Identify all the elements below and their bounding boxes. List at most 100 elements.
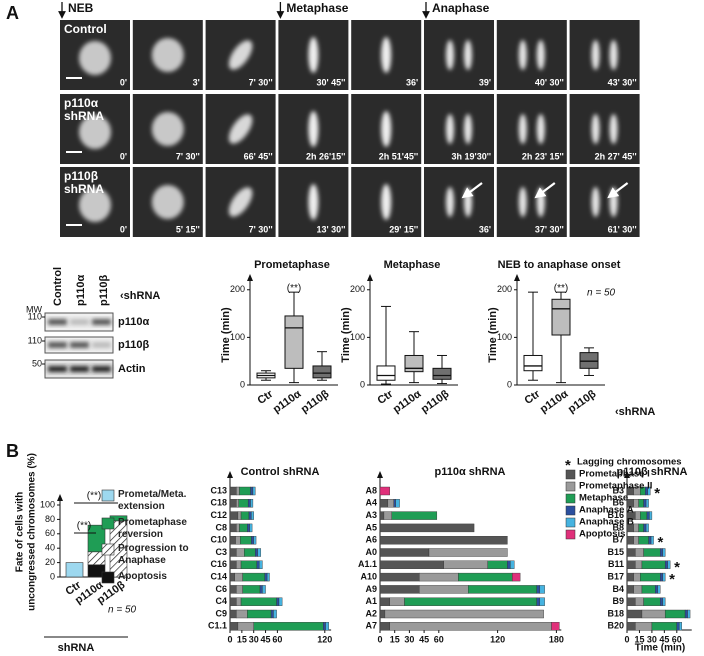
lagging-marker: * — [669, 571, 675, 588]
cell-chromatin — [536, 40, 545, 70]
cell-label: B16 — [607, 510, 624, 520]
x-tick-label: 0 — [377, 634, 382, 644]
legend-label: Apoptosis — [118, 571, 167, 582]
y-axis-label: uncongressed chromosomes (%) — [27, 453, 38, 611]
phase-segment — [468, 585, 538, 594]
phase-segment — [539, 597, 545, 606]
cell-label: B11 — [608, 559, 624, 569]
cell-chromatin — [228, 114, 253, 144]
phase-segment — [660, 597, 663, 606]
note: n = 50 — [587, 288, 616, 299]
cell-label: A8 — [365, 485, 377, 495]
phase-segment — [660, 572, 663, 582]
cell-label: C9 — [215, 608, 227, 618]
x-tick-label: 60 — [434, 634, 444, 644]
phase-segment — [242, 585, 261, 594]
cell-label: A10 — [360, 571, 377, 581]
cell-label: C1.1 — [208, 621, 227, 631]
y-tick-label: 80 — [45, 514, 55, 524]
annotation: (**) — [287, 283, 301, 294]
phase-segment — [379, 597, 391, 606]
x-tick-label: 60 — [272, 634, 282, 644]
y-tick-label: 40 — [45, 543, 55, 553]
axis-arrow — [377, 471, 383, 478]
cell-chromatin — [446, 40, 454, 70]
phase-segment — [379, 622, 391, 631]
phase-segment — [536, 585, 540, 594]
cell-label: B15 — [607, 547, 624, 557]
time-label: 61' 30'' — [608, 224, 637, 234]
phase-segment — [229, 536, 236, 545]
micrograph — [424, 20, 494, 90]
pointer-arrow — [607, 182, 629, 199]
blot-band — [48, 342, 67, 348]
phase-segment — [229, 609, 237, 619]
lane-label: p110α — [75, 275, 87, 306]
phase-segment — [250, 486, 254, 496]
phase-segment — [635, 511, 641, 520]
x-tick-label: 45 — [261, 634, 271, 644]
phase-segment — [379, 511, 385, 520]
phase-segment — [641, 560, 666, 569]
cell-label: B17 — [607, 571, 624, 581]
phase-segment — [239, 486, 251, 496]
row-label: p110α — [64, 96, 99, 110]
time-label: 30' 45'' — [316, 77, 345, 87]
time-label: 2h 23' 15'' — [522, 151, 564, 161]
legend-label: Prometaphase II — [579, 481, 652, 492]
phase-segment — [379, 572, 420, 582]
phase-segment — [626, 597, 636, 606]
phase-segment — [626, 548, 636, 557]
phase-segment — [643, 499, 647, 508]
phase-segment — [428, 548, 508, 557]
chart-title: NEB to anaphase onset — [498, 259, 621, 271]
phase-segment — [383, 511, 392, 520]
row-label: shRNA — [64, 109, 104, 123]
phase-segment — [229, 523, 237, 533]
phase-segment — [276, 597, 280, 606]
phase-segment — [259, 585, 263, 594]
mw-label: 50 — [32, 358, 42, 368]
y-tick-label: 0 — [50, 571, 55, 581]
cell-chromatin — [308, 37, 319, 73]
phase-segment — [393, 499, 396, 508]
phase-segment — [662, 597, 666, 606]
phase-segment — [633, 572, 641, 582]
x-tick-label: p110α — [271, 388, 304, 416]
box — [284, 315, 304, 369]
phase-segment — [262, 585, 266, 594]
phase-segment — [650, 536, 654, 545]
blot-band — [70, 342, 89, 348]
x-tick-label: 0 — [624, 634, 629, 644]
y-tick-label: 60 — [45, 528, 55, 538]
note: n = 50 — [108, 605, 137, 616]
x-tick-label: 30 — [249, 634, 259, 644]
x-tick-label: 120 — [317, 634, 332, 644]
phase-segment — [240, 511, 250, 520]
time-label: 29' 15'' — [389, 224, 418, 234]
legend-marker: * — [565, 457, 571, 474]
y-tick-label: 100 — [350, 332, 365, 342]
time-label: 36' — [479, 224, 491, 234]
cell-chromatin — [609, 114, 618, 144]
box — [523, 354, 543, 372]
phase-segment — [687, 609, 691, 619]
bar-segment — [65, 562, 84, 578]
panel-letter: B — [6, 441, 19, 461]
time-label: 66' 45'' — [244, 151, 273, 161]
phase-segment — [379, 609, 386, 619]
mw-label: 110 — [28, 311, 42, 321]
legend-label: Prometa/Meta. extension — [118, 489, 187, 512]
cell-label: C14 — [210, 571, 227, 581]
time-label: 0' — [120, 77, 127, 87]
cell-label: B4 — [612, 584, 624, 594]
phase-segment — [379, 523, 475, 533]
phase-segment — [389, 597, 405, 606]
phase-segment — [237, 622, 254, 631]
phase-segment — [646, 511, 650, 520]
cell-label: B8 — [612, 522, 624, 532]
x-tick-label: p110β — [566, 388, 599, 416]
phase-segment — [635, 560, 643, 569]
phase-segment — [643, 548, 661, 557]
